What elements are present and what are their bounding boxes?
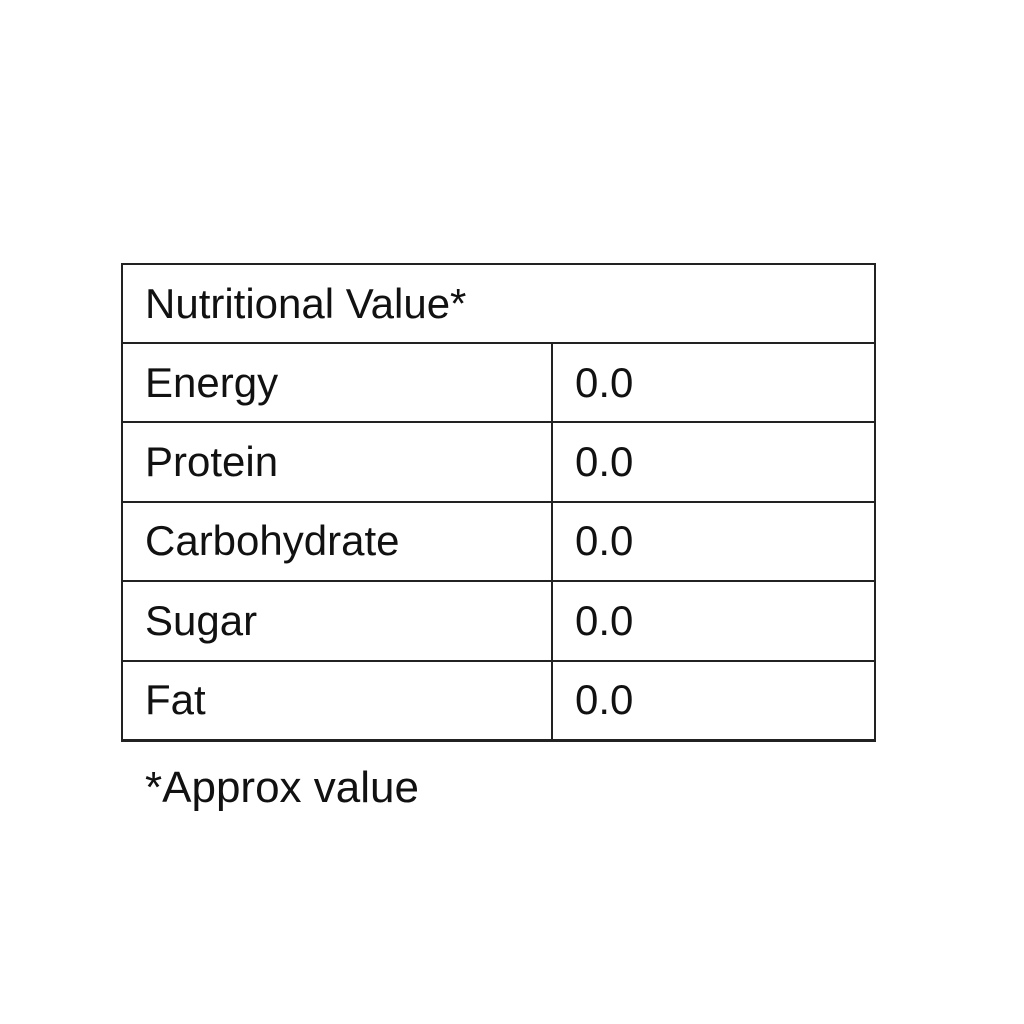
nutrient-name: Protein	[145, 438, 279, 486]
row-border	[123, 342, 874, 344]
nutrition-table: Nutritional Value* Energy 0.0 Protein 0.0 Ca…	[121, 263, 876, 742]
nutrient-value: 0.0	[575, 596, 634, 644]
column-border	[551, 342, 553, 739]
nutrient-value: 0.0	[575, 676, 634, 724]
table-title: Nutritional Value*	[145, 279, 467, 327]
nutrient-value: 0.0	[575, 517, 634, 565]
row-border	[123, 580, 874, 583]
row-border	[123, 659, 874, 662]
nutrient-name: Carbohydrate	[145, 517, 400, 565]
row-border	[123, 500, 874, 503]
nutrient-name: Energy	[145, 358, 279, 406]
nutrient-value: 0.0	[575, 438, 634, 486]
row-border	[123, 421, 874, 424]
nutrient-value: 0.0	[575, 358, 634, 406]
nutrient-name: Fat	[145, 676, 206, 724]
footnote: *Approx value	[145, 763, 419, 812]
nutrient-name: Sugar	[145, 596, 258, 644]
